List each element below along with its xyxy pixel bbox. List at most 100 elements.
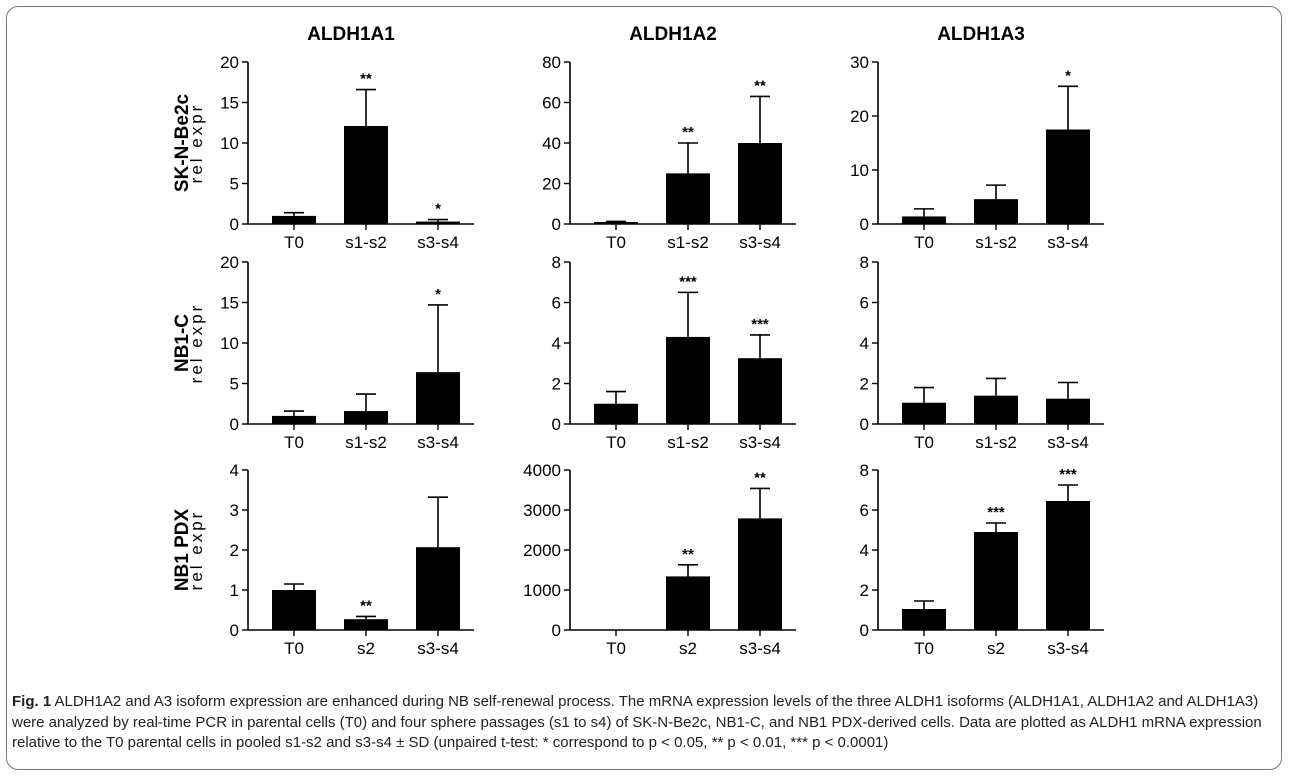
y-tick-label: 2 xyxy=(860,375,869,394)
y-tick-label: 0 xyxy=(860,621,869,640)
bar xyxy=(416,221,460,224)
y-tick-label: 0 xyxy=(860,415,869,434)
x-tick-label: s1-s2 xyxy=(345,233,387,252)
x-tick-label: s2 xyxy=(987,639,1005,658)
row-label: NB1-C xyxy=(172,314,193,372)
bar xyxy=(344,619,388,630)
x-tick-label: s1-s2 xyxy=(345,433,387,452)
y-tick-label: 8 xyxy=(552,253,561,272)
y-tick-label: 5 xyxy=(230,375,239,394)
bar xyxy=(1046,129,1090,224)
caption-label: Fig. 1 xyxy=(12,693,52,710)
bar xyxy=(974,395,1018,424)
y-tick-label: 20 xyxy=(850,107,869,126)
bar xyxy=(738,143,782,224)
y-tick-label: 6 xyxy=(860,501,869,520)
significance-marker: * xyxy=(1065,67,1071,84)
x-tick-label: T0 xyxy=(914,233,934,252)
significance-marker: *** xyxy=(679,273,697,290)
chart-panel: 0 10 20 30 T0 s1-s2 s3-s4 * xyxy=(850,53,1104,252)
y-tick-label: 80 xyxy=(542,53,561,72)
x-tick-label: s3-s4 xyxy=(739,639,781,658)
bar xyxy=(666,576,710,630)
y-tick-label: 10 xyxy=(220,134,239,153)
figure-panels: ALDH1A1 ALDH1A2 ALDH1A3 SK-N-Be2c NB1-C NB1 P… xyxy=(172,24,1104,658)
x-tick-label: s3-s4 xyxy=(739,433,781,452)
x-tick-label: T0 xyxy=(914,433,934,452)
bar xyxy=(1046,398,1090,424)
bar xyxy=(902,402,946,424)
x-tick-label: s1-s2 xyxy=(667,433,709,452)
x-tick-label: T0 xyxy=(284,433,304,452)
y-tick-label: 30 xyxy=(850,53,869,72)
x-tick-label: s1-s2 xyxy=(975,433,1017,452)
x-tick-label: s3-s4 xyxy=(417,433,459,452)
y-tick-label: 1000 xyxy=(523,581,561,600)
x-tick-label: T0 xyxy=(284,639,304,658)
bar xyxy=(416,372,460,424)
y-tick-label: 4000 xyxy=(523,461,561,480)
chart-panel: 0 2 4 6 8 T0 s2 *** s3-s4 *** xyxy=(860,461,1104,658)
y-tick-label: 8 xyxy=(860,253,869,272)
significance-marker: *** xyxy=(987,504,1005,521)
significance-marker: *** xyxy=(1059,466,1077,483)
significance-marker: ** xyxy=(682,546,694,563)
y-tick-label: 5 xyxy=(230,175,239,194)
significance-marker: ** xyxy=(360,71,372,88)
y-tick-label: 1 xyxy=(230,581,239,600)
y-tick-label: 0 xyxy=(552,215,561,234)
y-tick-label: 8 xyxy=(860,461,869,480)
y-axis-label: rel expr xyxy=(187,103,206,184)
y-tick-label: 4 xyxy=(860,541,869,560)
row-label: SK-N-Be2c xyxy=(172,93,193,192)
bar xyxy=(666,336,710,424)
y-tick-label: 15 xyxy=(220,94,239,113)
y-tick-label: 60 xyxy=(542,94,561,113)
significance-marker: ** xyxy=(754,469,766,486)
x-tick-label: T0 xyxy=(914,639,934,658)
chart-panel: 0 2 4 6 8 T0 s1-s2 *** s3-s4 *** xyxy=(552,253,796,452)
x-tick-label: T0 xyxy=(606,433,626,452)
significance-marker: ** xyxy=(360,597,372,614)
bar xyxy=(738,518,782,630)
y-tick-label: 2 xyxy=(860,581,869,600)
column-title: ALDH1A1 xyxy=(307,24,395,45)
x-tick-label: s1-s2 xyxy=(975,233,1017,252)
y-tick-label: 4 xyxy=(860,334,869,353)
y-tick-label: 6 xyxy=(552,294,561,313)
column-title: ALDH1A3 xyxy=(937,24,1025,45)
y-tick-label: 10 xyxy=(220,334,239,353)
x-tick-label: s3-s4 xyxy=(417,233,459,252)
chart-panel: rel expr 0 5 10 15 20 T0 s1-s2 s3-s4 * xyxy=(187,253,474,452)
bar xyxy=(594,403,638,424)
y-tick-label: 10 xyxy=(850,161,869,180)
chart-panel: 0 1000 2000 3000 4000 T0 s2 ** s3-s4 ** xyxy=(523,461,796,658)
y-tick-label: 0 xyxy=(230,415,239,434)
y-tick-label: 4 xyxy=(230,461,239,480)
y-tick-label: 4 xyxy=(552,334,561,353)
caption-text: ALDH1A2 and A3 isoform expression are en… xyxy=(12,693,1262,751)
y-tick-label: 3 xyxy=(230,501,239,520)
y-tick-label: 20 xyxy=(220,253,239,272)
figure-caption: Fig. 1 ALDH1A2 and A3 isoform expression… xyxy=(12,692,1274,754)
x-tick-label: s3-s4 xyxy=(1047,433,1089,452)
chart-panel: rel expr 0 1 2 3 4 T0 s2 ** s3-s4 xyxy=(187,461,474,658)
bar xyxy=(344,125,388,224)
bar xyxy=(666,173,710,224)
y-tick-label: 6 xyxy=(860,294,869,313)
bar xyxy=(272,590,316,630)
y-tick-label: 40 xyxy=(542,134,561,153)
bar xyxy=(974,532,1018,630)
bar xyxy=(594,221,638,224)
y-tick-label: 3000 xyxy=(523,501,561,520)
x-tick-label: T0 xyxy=(284,233,304,252)
y-tick-label: 20 xyxy=(542,175,561,194)
y-tick-label: 0 xyxy=(552,415,561,434)
chart-panel: 0 20 40 60 80 T0 s1-s2 ** s3-s4 ** xyxy=(542,53,796,252)
x-tick-label: s3-s4 xyxy=(739,233,781,252)
x-tick-label: s3-s4 xyxy=(1047,233,1089,252)
significance-marker: * xyxy=(435,201,441,218)
y-tick-label: 15 xyxy=(220,294,239,313)
significance-marker: *** xyxy=(751,316,769,333)
y-axis-label: rel expr xyxy=(187,303,206,384)
